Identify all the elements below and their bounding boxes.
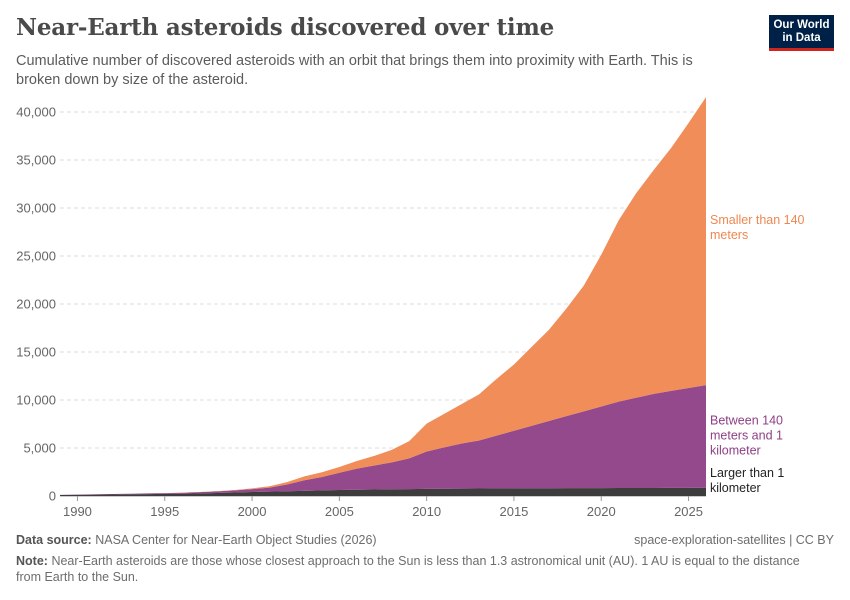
y-axis-ticks: 0 5,000 10,000 15,000 20,000 25,000 30,000 35,0…	[16, 105, 56, 504]
y-tick-label: 20,000	[16, 297, 56, 312]
logo-line-2: in Data	[782, 32, 821, 44]
area-series-1[interactable]	[60, 487, 706, 496]
chart-title: Near-Earth asteroids discovered over tim…	[16, 14, 555, 41]
area-series-2[interactable]	[60, 385, 706, 496]
series-label-3: meters	[710, 228, 748, 242]
series-label-1: Larger than 1	[710, 466, 784, 480]
series-label-2: meters and 1	[710, 428, 783, 442]
y-tick-label: 15,000	[16, 345, 56, 360]
x-tick-label: 1990	[63, 504, 92, 519]
logo-line-1: Our World	[773, 19, 830, 31]
y-tick-label: 40,000	[16, 105, 56, 120]
area-chart: 0 5,000 10,000 15,000 20,000 25,000 30,000 35,0…	[16, 97, 805, 519]
series-label-2: kilometer	[710, 443, 761, 457]
y-tick-label: 0	[49, 489, 56, 504]
note-label: Note:	[16, 554, 48, 568]
series-label-3: Smaller than 140	[710, 213, 805, 227]
y-tick-label: 10,000	[16, 393, 56, 408]
x-tick-label: 1995	[150, 504, 179, 519]
y-tick-label: 5,000	[23, 441, 56, 456]
stacked-areas	[60, 97, 706, 496]
x-tick-label: 2000	[238, 504, 267, 519]
chart-note: Note: Near-Earth asteroids are those who…	[16, 553, 806, 585]
y-tick-label: 25,000	[16, 249, 56, 264]
source-label: Data source:	[16, 533, 92, 547]
x-tick-label: 2015	[499, 504, 528, 519]
data-source: Data source: NASA Center for Near-Earth …	[16, 533, 377, 547]
y-tick-label: 35,000	[16, 153, 56, 168]
source-text[interactable]: NASA Center for Near-Earth Object Studie…	[95, 533, 377, 547]
x-tick-label: 2010	[412, 504, 441, 519]
owid-logo[interactable]: Our World in Data	[769, 15, 834, 51]
series-label-2: Between 140	[710, 413, 783, 427]
y-tick-label: 30,000	[16, 201, 56, 216]
chart-subtitle: Cumulative number of discovered asteroid…	[16, 53, 693, 88]
area-series-3[interactable]	[60, 97, 706, 495]
series-label-1: kilometer	[710, 481, 761, 495]
x-tick-label: 2005	[325, 504, 354, 519]
credit-link[interactable]: space-exploration-satellites | CC BY	[634, 533, 834, 547]
x-axis-ticks: 1990 1995 2000 2005 2010 2015 2020 2025	[63, 496, 703, 519]
x-tick-label: 2025	[674, 504, 703, 519]
note-text: Near-Earth asteroids are those whose clo…	[16, 554, 800, 584]
x-tick-label: 2020	[587, 504, 616, 519]
